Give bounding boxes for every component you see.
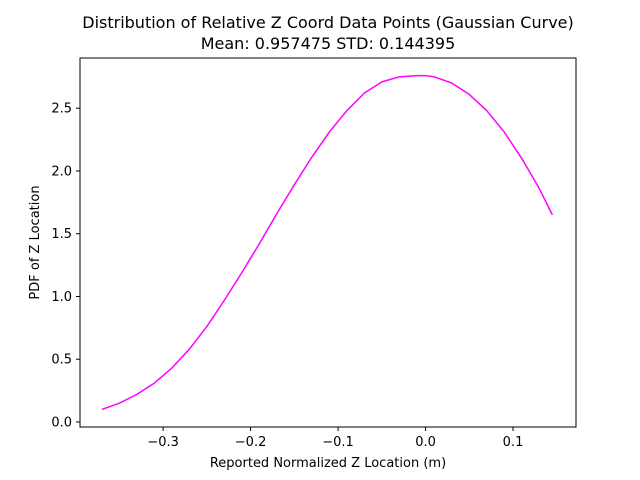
plot-frame bbox=[79, 57, 577, 428]
y-axis-ticks: 0.0 0.5 1.0 1.5 2.0 2.5 bbox=[51, 102, 80, 430]
y-tick-label: 2.5 bbox=[51, 102, 72, 117]
y-tick-label: 1.5 bbox=[51, 227, 72, 242]
chart-subtitle: Mean: 0.957475 STD: 0.144395 bbox=[201, 34, 456, 53]
y-tick-label: 1.0 bbox=[51, 290, 72, 305]
x-axis-ticks: −0.3 −0.2 −0.1 0.0 0.1 bbox=[147, 427, 523, 450]
x-tick-label: 0.0 bbox=[415, 435, 436, 450]
x-axis-label: Reported Normalized Z Location (m) bbox=[210, 456, 446, 471]
x-tick-label: −0.2 bbox=[235, 435, 267, 450]
x-tick-label: −0.3 bbox=[147, 435, 179, 450]
chart-title: Distribution of Relative Z Coord Data Po… bbox=[82, 13, 574, 32]
x-tick-label: −0.1 bbox=[322, 435, 354, 450]
y-tick-label: 0.5 bbox=[51, 353, 72, 368]
x-tick-label: 0.1 bbox=[503, 435, 524, 450]
series-line-0 bbox=[101, 74, 554, 411]
y-tick-label: 2.0 bbox=[51, 164, 72, 179]
y-tick-label: 0.0 bbox=[51, 415, 72, 430]
plot-area bbox=[101, 74, 554, 411]
y-axis-label: PDF of Z Location bbox=[28, 185, 43, 299]
